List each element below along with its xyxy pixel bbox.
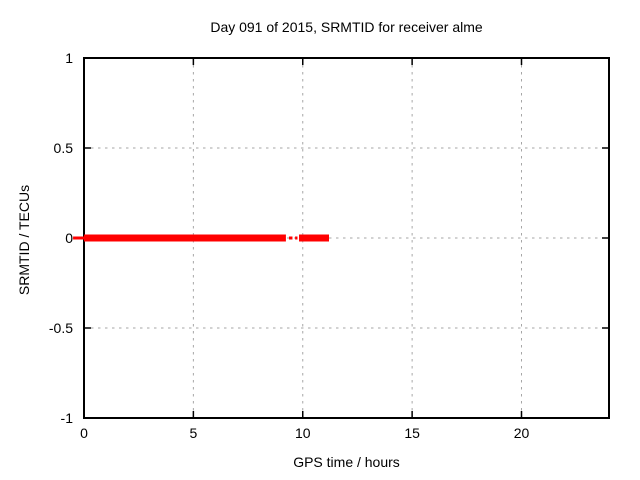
x-tick-label: 10 [295, 425, 311, 441]
x-tick-label: 0 [80, 425, 88, 441]
x-axis-label: GPS time / hours [293, 454, 400, 470]
y-tick-label: -0.5 [49, 320, 73, 336]
y-tick-label: -1 [61, 410, 74, 426]
x-tick-label: 5 [189, 425, 197, 441]
x-tick-label: 15 [404, 425, 420, 441]
chart-title: Day 091 of 2015, SRMTID for receiver alm… [210, 19, 483, 35]
y-tick-label: 1 [65, 50, 73, 66]
y-tick-label: 0.5 [54, 140, 74, 156]
y-tick-label: 0 [65, 230, 73, 246]
x-tick-label: 20 [514, 425, 530, 441]
